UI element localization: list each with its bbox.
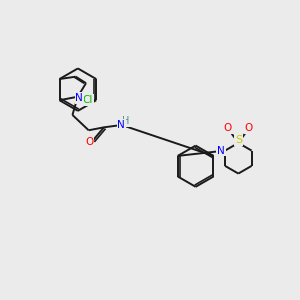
Text: Cl: Cl (83, 95, 93, 105)
Text: N: N (75, 93, 83, 103)
Text: S: S (235, 135, 242, 145)
Text: N: N (217, 146, 225, 156)
Text: N: N (118, 120, 125, 130)
Text: O: O (245, 123, 253, 133)
Text: H: H (122, 116, 130, 126)
Text: O: O (224, 123, 232, 133)
Text: O: O (85, 137, 93, 147)
